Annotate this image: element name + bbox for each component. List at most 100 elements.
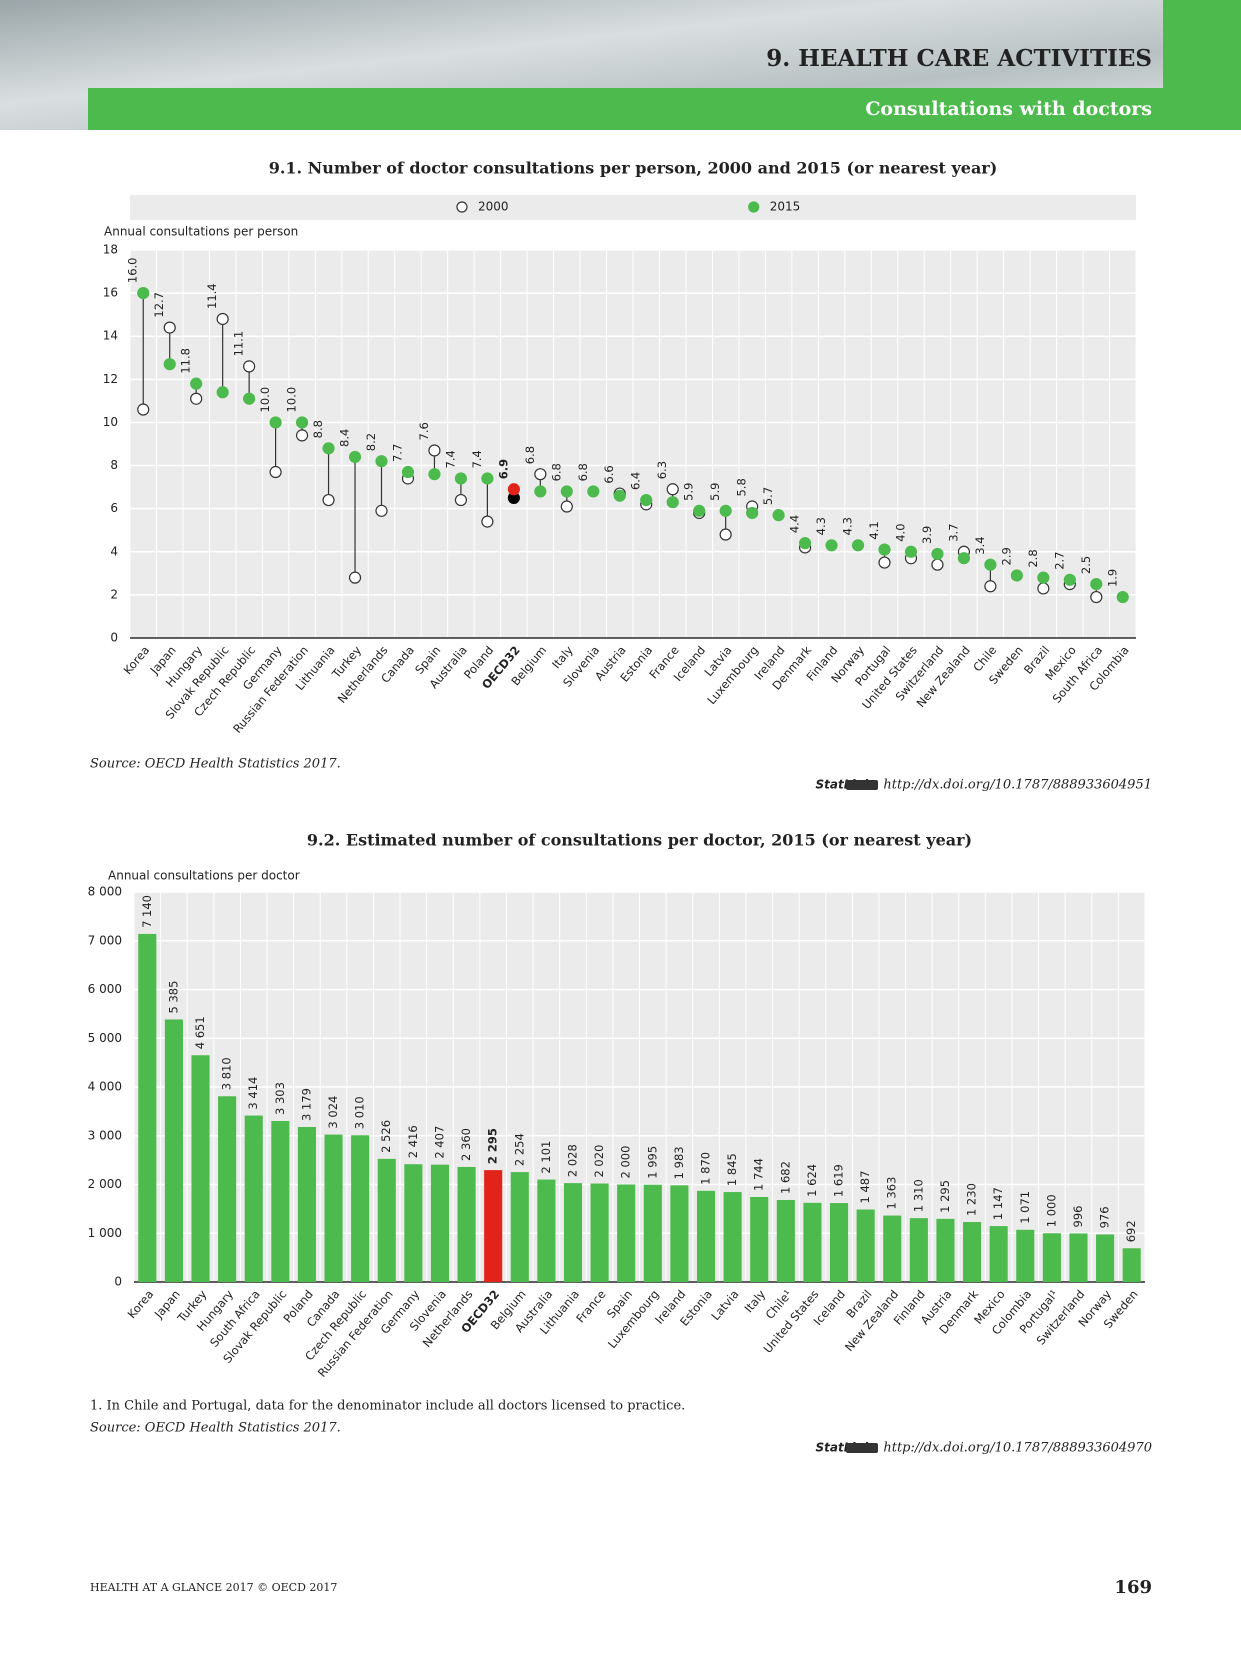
value-label: 996 <box>1071 1205 1085 1227</box>
value-label: 2.5 <box>1079 556 1093 574</box>
legend-marker <box>456 201 468 213</box>
value-label: 3.7 <box>946 523 960 541</box>
bar <box>590 1183 609 1282</box>
dot-2015 <box>1063 573 1076 586</box>
bar <box>563 1183 583 1282</box>
dot-2015 <box>1116 590 1129 604</box>
bar <box>164 1019 183 1282</box>
dot-2015 <box>428 468 441 481</box>
value-label: 6.6 <box>602 465 616 483</box>
value-label: 976 <box>1098 1206 1112 1228</box>
dot-2000 <box>481 515 494 528</box>
bar <box>670 1185 689 1282</box>
bar <box>324 1134 343 1282</box>
value-label: 2 407 <box>432 1126 446 1159</box>
dot-2015 <box>587 485 600 498</box>
bar <box>1096 1234 1115 1282</box>
dot-2015 <box>216 386 229 399</box>
value-label: 10.0 <box>285 387 299 413</box>
value-label: 2 254 <box>512 1133 526 1166</box>
y-tick-label: 8 <box>110 458 118 472</box>
dot-2015 <box>348 450 362 464</box>
dot-2015 <box>507 483 520 496</box>
value-label: 2 526 <box>379 1120 393 1153</box>
legend-marker <box>748 201 760 213</box>
dot-2015 <box>957 552 971 565</box>
dot-2015 <box>825 539 838 552</box>
value-label: 2 101 <box>539 1141 553 1174</box>
dot-2015 <box>269 416 282 429</box>
dot-2015 <box>243 392 256 405</box>
dot-2000 <box>137 403 150 416</box>
bar <box>138 933 157 1282</box>
y-tick-label: 4 000 <box>88 1080 122 1094</box>
bar <box>1016 1229 1035 1282</box>
dot-2015 <box>851 539 865 552</box>
value-label: 1 487 <box>858 1171 872 1204</box>
y-tick-label: 16 <box>103 286 118 300</box>
value-label: 1 619 <box>832 1164 846 1197</box>
bar <box>936 1218 955 1282</box>
bar <box>430 1164 450 1282</box>
y-tick-label: 8 000 <box>88 885 122 899</box>
value-label: 8.8 <box>311 420 325 438</box>
bar <box>643 1184 662 1282</box>
dot-2000 <box>428 444 441 457</box>
dot-2000 <box>719 528 732 541</box>
dot-2015 <box>534 485 547 498</box>
value-label: 7.6 <box>417 422 431 440</box>
bar <box>244 1115 263 1282</box>
value-label: 2.8 <box>1026 549 1040 567</box>
x-tick-label: France <box>573 1287 608 1325</box>
dot-2000 <box>295 429 309 442</box>
legend-label: 2015 <box>770 200 801 214</box>
value-label: 2.7 <box>1052 552 1066 570</box>
legend-label: 2000 <box>478 200 509 214</box>
value-label: 6.4 <box>629 472 643 490</box>
bar <box>1069 1233 1088 1282</box>
value-label: 1 744 <box>752 1158 766 1191</box>
value-label: 6.8 <box>576 463 590 481</box>
dot-2000 <box>216 312 229 326</box>
value-label: 1 624 <box>805 1164 819 1197</box>
footnote: 1. In Chile and Portugal, data for the d… <box>90 1399 685 1414</box>
dot-2015 <box>401 465 415 479</box>
dot-2015 <box>693 504 706 517</box>
value-label: 3 010 <box>353 1096 367 1129</box>
value-label: 3 024 <box>326 1096 340 1129</box>
chapter-title: 9. HEALTH CARE ACTIVITIES <box>766 45 1152 72</box>
dot-2015 <box>1010 569 1023 582</box>
header-band <box>88 88 1241 130</box>
value-label: 6.9 <box>496 459 510 479</box>
dot-2015 <box>163 358 176 371</box>
value-label: 6.8 <box>523 446 537 464</box>
value-label: 1 071 <box>1018 1191 1032 1224</box>
bar <box>909 1218 928 1282</box>
value-label: 11.8 <box>179 348 193 374</box>
value-label: 7.4 <box>470 450 484 468</box>
dot-2000 <box>931 558 944 571</box>
bar <box>484 1170 503 1282</box>
dot-2000 <box>560 500 573 513</box>
value-label: 1 310 <box>911 1179 925 1212</box>
dot-2015 <box>798 537 812 550</box>
bar <box>883 1215 902 1282</box>
dot-2015 <box>137 287 150 300</box>
dot-2000 <box>1090 590 1103 604</box>
y-tick-label: 14 <box>103 329 118 343</box>
dot-2015 <box>454 472 468 485</box>
value-label: 12.7 <box>152 292 166 318</box>
chart-title: 9.2. Estimated number of consultations p… <box>307 831 972 850</box>
bar <box>803 1202 822 1282</box>
dot-2015 <box>984 558 997 571</box>
bar <box>1042 1233 1061 1282</box>
bar <box>457 1166 476 1282</box>
bar <box>723 1192 742 1282</box>
dot-2015 <box>295 416 309 429</box>
value-label: 4.4 <box>788 515 802 533</box>
y-tick-label: 7 000 <box>88 933 122 947</box>
y-tick-label: 4 <box>110 544 118 558</box>
bar <box>1122 1248 1141 1282</box>
bar <box>750 1196 769 1282</box>
